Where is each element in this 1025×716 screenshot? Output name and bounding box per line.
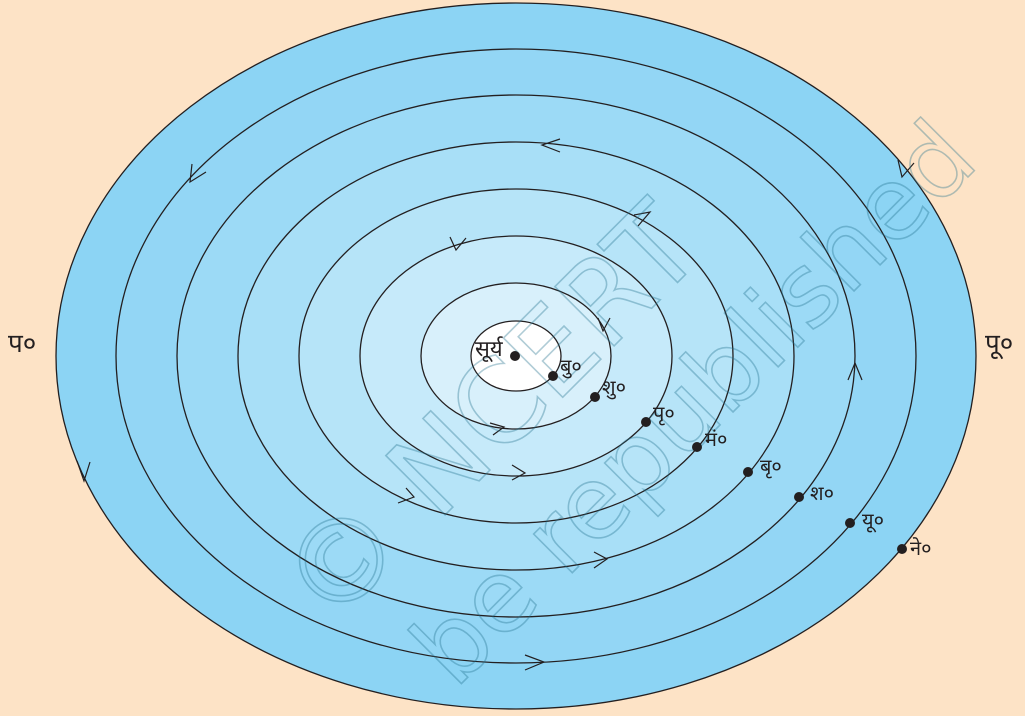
arrow-icon bbox=[597, 317, 611, 333]
arrow-icon bbox=[524, 654, 546, 671]
planet-label: मं० bbox=[705, 427, 727, 451]
arrow-icon bbox=[189, 163, 207, 184]
planet-label: पृ० bbox=[653, 401, 675, 426]
arrow-icon bbox=[847, 361, 863, 381]
planet-dot bbox=[692, 442, 702, 452]
planet-label: श० bbox=[810, 481, 834, 505]
planet-dot bbox=[641, 417, 651, 427]
planet-label: यू० bbox=[862, 508, 884, 533]
planet-dot bbox=[548, 371, 558, 381]
planet-dot bbox=[794, 492, 804, 502]
east-label: पू० bbox=[985, 329, 1013, 360]
planet-dot bbox=[590, 392, 600, 402]
west-label: प० bbox=[8, 329, 36, 359]
sun-label: सूर्य bbox=[475, 336, 504, 363]
arrow-icon bbox=[511, 464, 527, 481]
planet-label: शु० bbox=[602, 375, 626, 400]
planet-label: बृ० bbox=[760, 454, 782, 479]
arrow-icon bbox=[897, 159, 915, 179]
orbit-direction-arrows bbox=[76, 138, 915, 671]
arrow-icon bbox=[76, 460, 91, 483]
planet-uranus: यू० bbox=[845, 508, 884, 533]
planet-mercury: बु० bbox=[548, 354, 582, 381]
arrow-icon bbox=[449, 236, 467, 252]
planet-jupiter: बृ० bbox=[743, 454, 782, 479]
arrow-icon bbox=[593, 551, 609, 569]
sun-dot bbox=[510, 351, 520, 361]
planet-saturn: श० bbox=[794, 481, 834, 505]
planet-neptune: ने० bbox=[897, 536, 932, 560]
arrow-icon bbox=[540, 138, 561, 153]
arrow-icon bbox=[397, 487, 416, 504]
arrow-icon bbox=[633, 211, 652, 227]
planet-dot bbox=[743, 467, 753, 477]
planet-venus: शु० bbox=[590, 375, 626, 402]
planet-label: ने० bbox=[910, 536, 932, 560]
planet-earth: पृ० bbox=[641, 401, 675, 427]
planet-dot bbox=[845, 518, 855, 528]
planet-dot bbox=[897, 544, 907, 554]
planet-label: बु० bbox=[560, 354, 582, 379]
planet-mars: मं० bbox=[692, 427, 727, 452]
arrow-icon bbox=[489, 422, 506, 436]
